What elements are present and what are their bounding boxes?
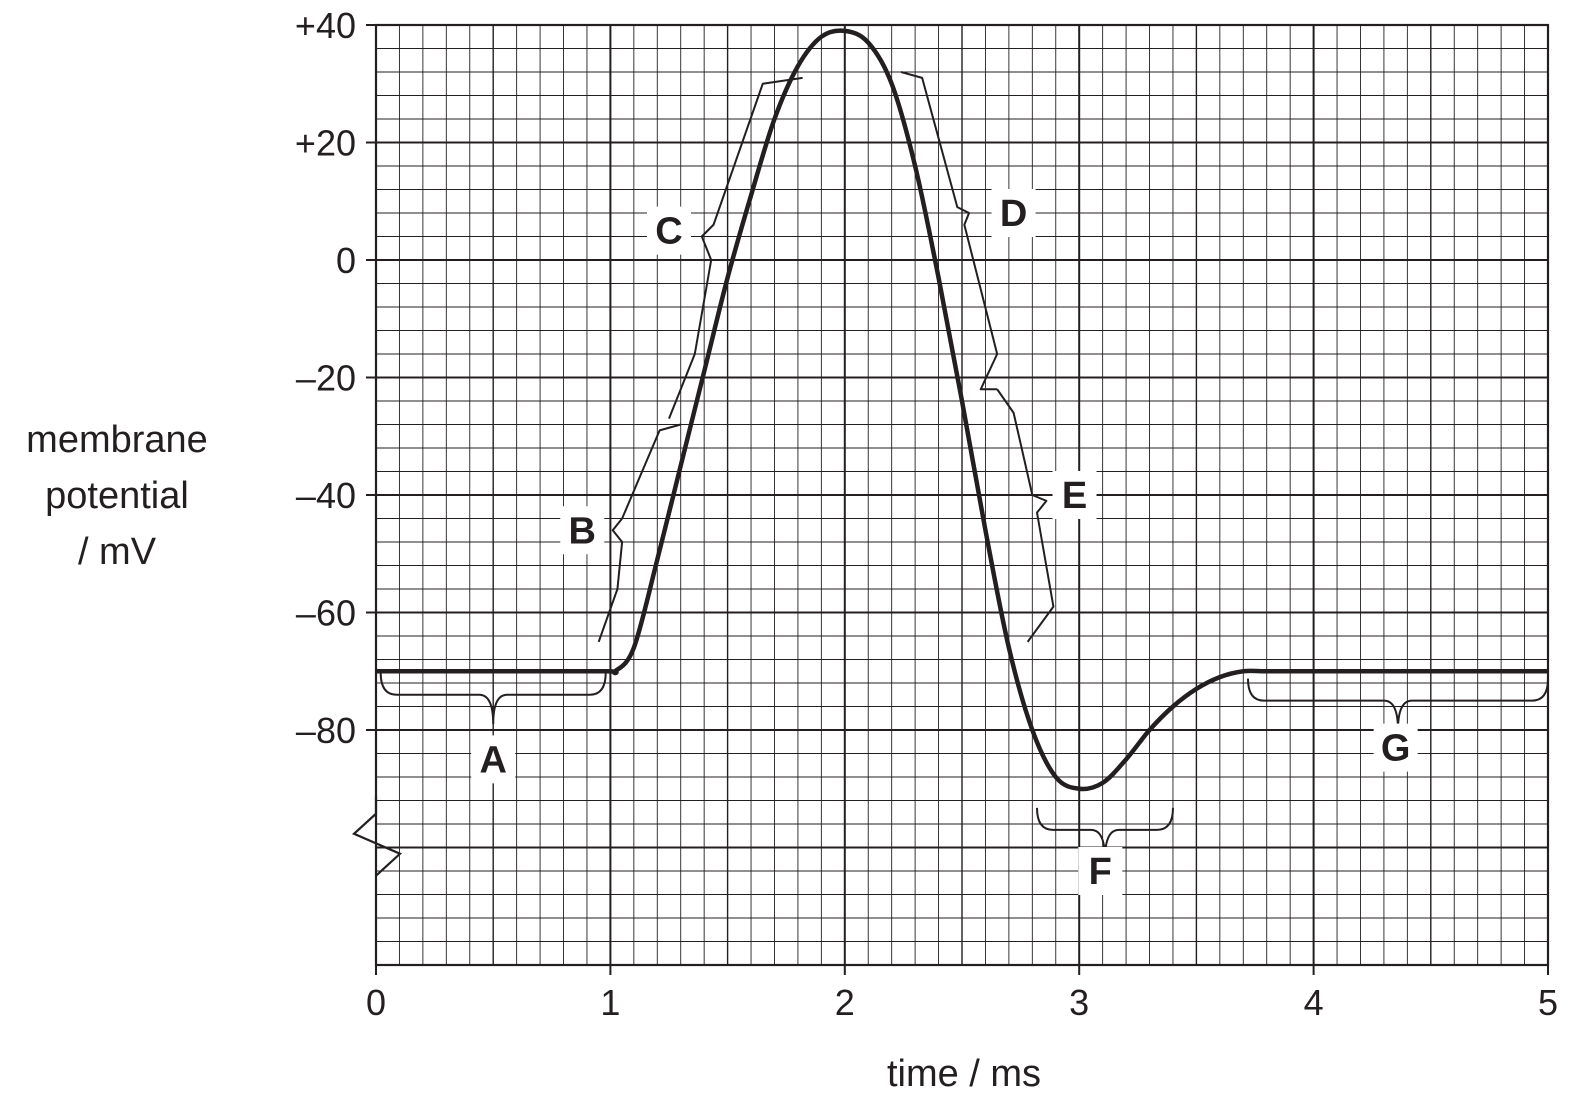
region-label-bg: [1373, 723, 1418, 772]
y-tick-label: –20: [296, 358, 356, 399]
region-label-bg: [1078, 847, 1123, 895]
series-line: [376, 28, 1548, 792]
x-tick-label: 4: [1304, 982, 1324, 1023]
x-tick-label: 2: [835, 982, 855, 1023]
x-tick-label: 0: [366, 982, 386, 1023]
y-tick-label: –40: [296, 475, 356, 516]
bracket-E: [996, 388, 1055, 643]
tick-labels: 0 1 2 3 4 5 +40 +20 0 –20 –40 –60 –80: [295, 5, 1558, 1023]
region-label-D: D: [1000, 193, 1027, 235]
bracket-C: [668, 76, 803, 419]
bracket-B: [597, 423, 681, 643]
region-label-E: E: [1062, 475, 1087, 517]
region-label-bg: [471, 735, 516, 784]
y-axis-title-line: potential: [45, 475, 189, 517]
y-axis-title-line: / mV: [78, 531, 157, 573]
region-label-bg: [647, 206, 691, 255]
region-label-C: C: [655, 211, 682, 253]
y-axis-title-line: membrane: [26, 419, 208, 461]
y-tick-label: +40: [295, 5, 356, 46]
region-labels: A B C D E F G: [471, 189, 1418, 895]
y-tick-label: –60: [296, 593, 356, 634]
region-label-G: G: [1381, 728, 1411, 770]
y-axis-title: membrane potential / mV: [26, 419, 208, 573]
x-axis-title: time / ms: [887, 1053, 1041, 1095]
bracket-G: [1246, 678, 1549, 731]
y-tick-label: +20: [295, 123, 356, 164]
series: [376, 28, 1548, 792]
region-label-bg: [1052, 471, 1097, 519]
region-label-bg: [991, 189, 1036, 237]
axis-break-symbol: [352, 795, 402, 877]
bracket-A: [379, 672, 607, 725]
region-label-A: A: [479, 739, 506, 781]
bracket-D: [900, 71, 999, 391]
x-tick-label: 5: [1538, 982, 1558, 1023]
x-tick-label: 3: [1069, 982, 1089, 1023]
region-brackets: [379, 71, 1549, 860]
axis-break-mask: [352, 801, 374, 870]
y-tick-label: –80: [296, 710, 356, 751]
grid: [375, 24, 1549, 966]
region-label-F: F: [1089, 851, 1112, 893]
x-tick-label: 1: [600, 982, 620, 1023]
region-label-B: B: [569, 510, 596, 552]
y-tick-label: 0: [336, 240, 356, 281]
region-label-bg: [560, 506, 605, 555]
